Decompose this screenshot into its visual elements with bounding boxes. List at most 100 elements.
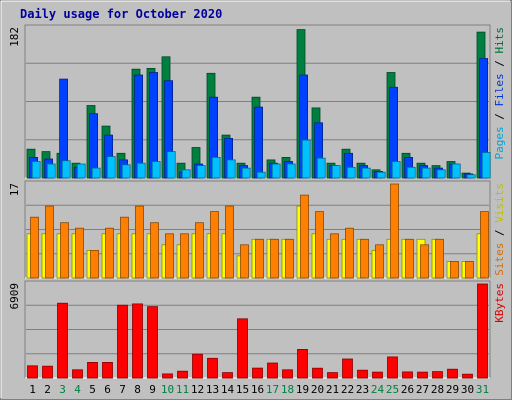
legend-visits: Visits [493,183,506,223]
bar-sites-day-9 [150,222,159,279]
bar-kbytes-day-9 [147,306,158,379]
bar-kbytes-day-17 [267,362,278,379]
bar-sites-day-10 [165,233,174,279]
bar-kbytes-day-25 [387,356,398,379]
bar-pages-day-8 [136,162,146,179]
bar-sites-day-16 [255,238,264,279]
bar-kbytes-day-22 [342,358,353,379]
day-label: 21 [326,383,339,396]
bar-sites-day-1 [30,216,39,279]
bar-sites-day-27 [420,244,429,279]
bar-pages-day-23 [361,167,371,179]
day-label: 28 [431,383,444,396]
bar-pages-day-12 [196,165,206,179]
legend-kbytes: KBytes [493,283,506,323]
y-max-label-visits: 17 [8,183,21,196]
day-label: 18 [281,383,294,396]
legend-separator: / [493,223,506,243]
panel-visits: 17 Sites / Visits [8,180,506,279]
bar-pages-day-17 [271,163,281,179]
bar-sites-day-5 [90,249,99,279]
day-label: 6 [104,383,111,396]
day-label: 29 [446,383,459,396]
bar-pages-day-21 [331,165,341,179]
bar-pages-day-5 [91,167,101,179]
bar-sites-day-28 [435,238,444,279]
bar-kbytes-day-31 [477,283,488,379]
bar-pages-day-27 [421,167,431,179]
bar-kbytes-day-23 [357,369,368,379]
bar-kbytes-day-18 [282,369,293,379]
bar-files-day-16 [254,106,264,179]
panel-hits: 182 Pages / Files / Hits [8,24,506,179]
bar-pages-day-31 [481,152,491,179]
bar-pages-day-9 [151,161,161,179]
bar-pages-day-24 [376,171,386,179]
bar-sites-day-25 [390,183,399,279]
bar-sites-day-13 [210,211,219,279]
bar-pages-day-13 [211,156,221,179]
bar-kbytes-day-7 [117,304,128,379]
legend-hits: Pages / Files / Hits [493,27,506,160]
day-label: 26 [401,383,414,396]
day-label: 3 [59,383,66,396]
bar-sites-day-21 [330,233,339,279]
bar-kbytes-day-30 [462,373,473,379]
y-max-label-hits: 182 [8,27,21,47]
legend-pages: Pages [493,126,506,159]
bar-pages-day-30 [466,174,476,179]
legend-kbytes: KBytes [493,283,506,323]
bar-pages-day-6 [106,156,116,179]
bar-kbytes-day-4 [72,369,83,379]
bar-pages-day-1 [31,161,41,179]
legend-visits: Sites / Visits [493,183,506,276]
bar-kbytes-day-6 [102,361,113,379]
bar-sites-day-23 [360,238,369,279]
bar-kbytes-day-2 [42,365,53,379]
legend-files: Files [493,73,506,106]
bar-kbytes-day-3 [57,302,68,379]
bar-kbytes-day-26 [402,371,413,379]
day-label: 9 [149,383,156,396]
bar-files-day-8 [134,74,144,179]
day-label: 16 [251,383,264,396]
bar-sites-day-8 [135,205,144,279]
y-max-label-kbytes: 6909 [8,283,21,310]
day-label: 13 [206,383,219,396]
bar-pages-day-7 [121,164,131,179]
bar-sites-day-30 [465,260,474,279]
bar-pages-day-19 [301,139,311,179]
bar-sites-day-18 [285,238,294,279]
bar-pages-day-2 [46,163,56,179]
bar-kbytes-day-28 [432,371,443,379]
bar-sites-day-4 [75,227,84,279]
bar-pages-day-10 [166,151,176,179]
bar-sites-day-31 [480,211,489,279]
bar-sites-day-15 [240,244,249,279]
day-label: 20 [311,383,324,396]
day-label: 2 [44,383,51,396]
bar-sites-day-20 [315,211,324,279]
day-label: 27 [416,383,429,396]
bar-pages-day-15 [241,167,251,179]
bar-pages-day-25 [391,161,401,179]
bar-sites-day-26 [405,238,414,279]
bar-pages-day-4 [76,163,86,179]
bar-sites-day-29 [450,260,459,279]
bar-kbytes-day-27 [417,371,428,379]
chart-panels: 182 Pages / Files / Hits 17 Sites / Visits 6… [8,24,506,379]
bar-sites-day-2 [45,205,54,279]
bar-sites-day-7 [120,216,129,279]
day-label: 30 [461,383,474,396]
day-label: 15 [236,383,249,396]
bar-kbytes-day-8 [132,303,143,379]
bar-kbytes-day-21 [327,372,338,379]
legend-sites: Sites [493,243,506,276]
bar-sites-day-11 [180,233,189,279]
bar-pages-day-29 [451,163,461,179]
day-label: 24 [371,383,385,396]
day-label: 5 [89,383,96,396]
bar-kbytes-day-24 [372,371,383,379]
day-label: 11 [176,383,189,396]
